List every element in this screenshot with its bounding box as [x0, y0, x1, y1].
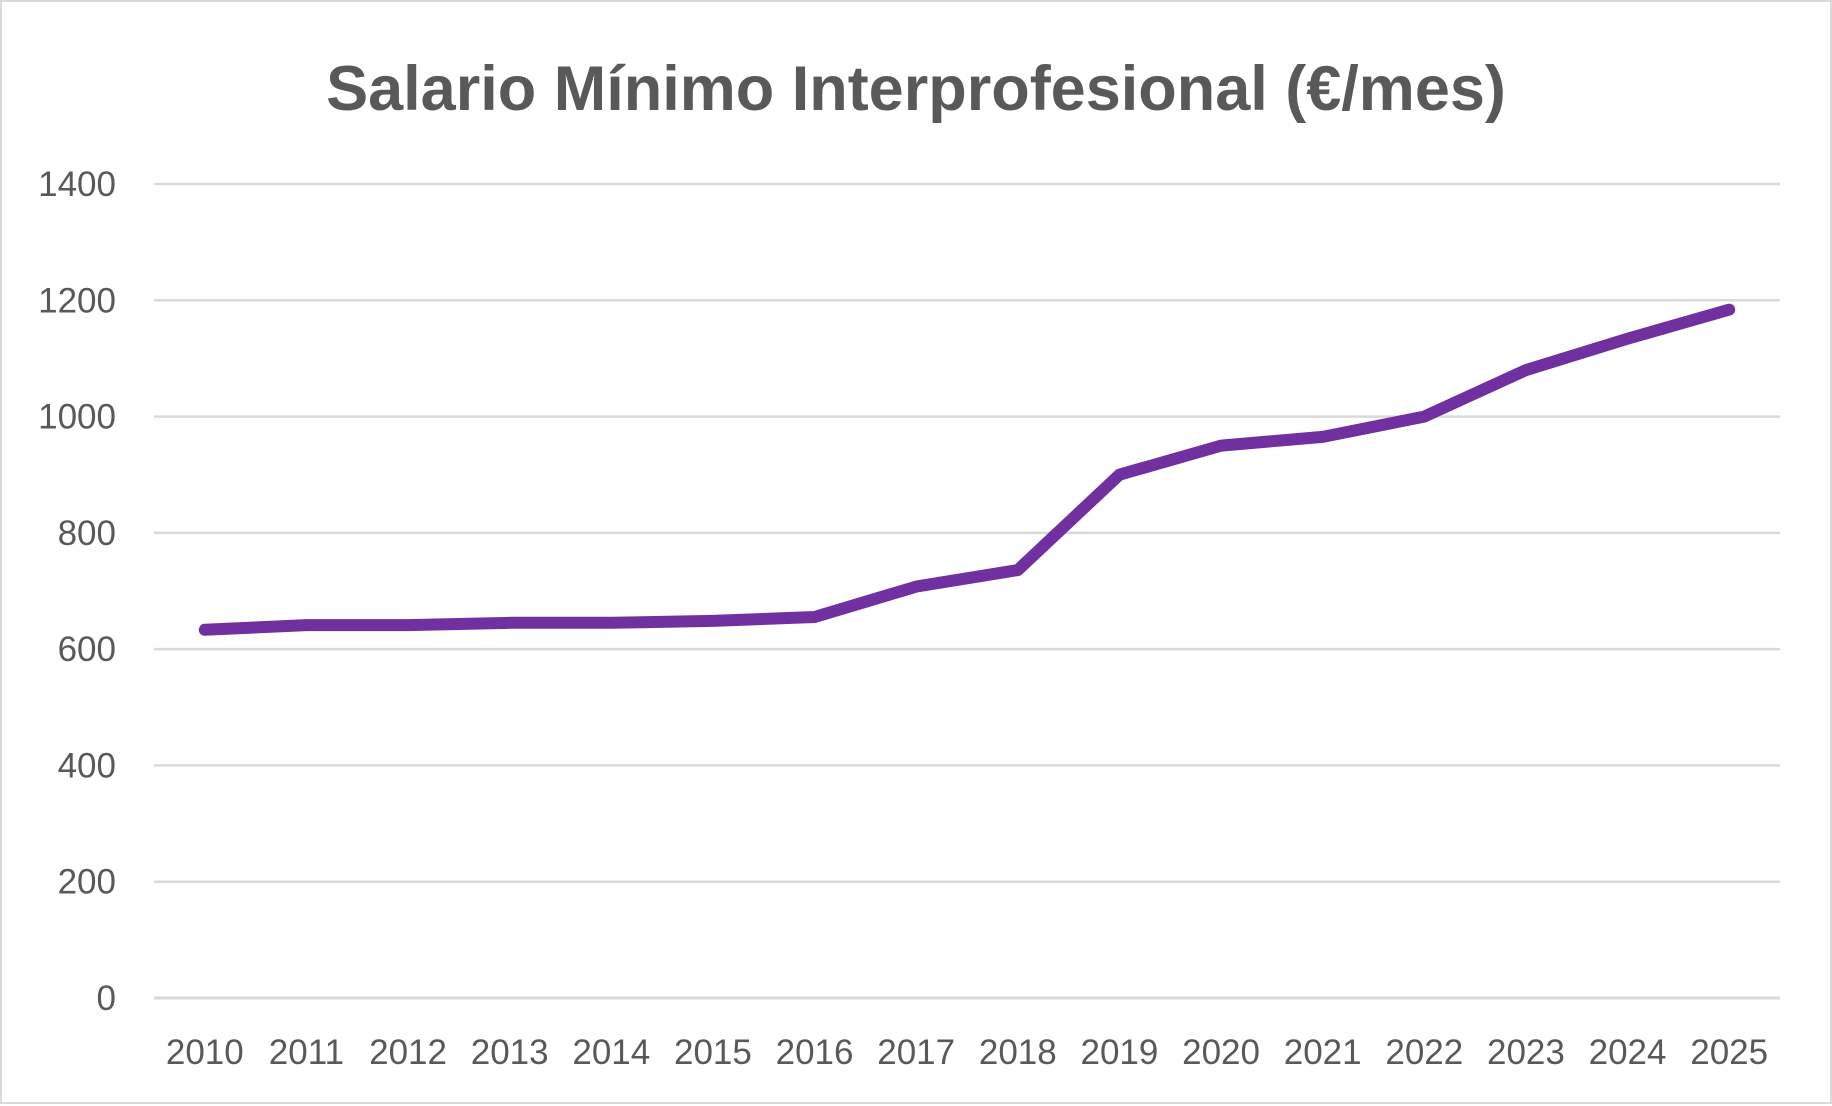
x-tick-label: 2023	[1487, 1033, 1565, 1072]
y-tick-label: 400	[58, 746, 116, 785]
series-line	[205, 310, 1729, 630]
y-tick-label: 1200	[38, 281, 116, 320]
x-tick-label: 2013	[471, 1033, 549, 1072]
x-tick-label: 2012	[369, 1033, 447, 1072]
x-tick-label: 2022	[1385, 1033, 1463, 1072]
y-tick-label: 1000	[38, 398, 116, 437]
y-tick-label: 600	[58, 630, 116, 669]
x-tick-label: 2016	[776, 1033, 854, 1072]
x-tick-label: 2020	[1182, 1033, 1260, 1072]
x-tick-label: 2017	[877, 1033, 955, 1072]
x-tick-label: 2021	[1284, 1033, 1362, 1072]
y-tick-label: 1400	[38, 165, 116, 204]
x-tick-label: 2025	[1690, 1033, 1768, 1072]
x-tick-label: 2014	[572, 1033, 650, 1072]
x-tick-label: 2019	[1081, 1033, 1159, 1072]
y-tick-label: 0	[97, 979, 116, 1018]
y-axis-tick-labels: 0 200 400 600 800 1000 1200 1400	[38, 165, 116, 1018]
x-tick-label: 2015	[674, 1033, 752, 1072]
gridlines	[154, 184, 1780, 998]
x-axis-tick-labels: 2010 2011 2012 2013 2014 2015 2016 2017 2018 2019…	[166, 1033, 1768, 1072]
x-tick-label: 2024	[1589, 1033, 1667, 1072]
x-tick-label: 2010	[166, 1033, 244, 1072]
chart-title: Salario Mínimo Interprofesional (€/mes)	[326, 54, 1506, 124]
y-tick-label: 200	[58, 863, 116, 902]
series-lines	[205, 309, 1730, 629]
x-tick-label: 2018	[979, 1033, 1057, 1072]
x-tick-label: 2011	[269, 1033, 344, 1072]
y-tick-label: 800	[58, 514, 116, 553]
